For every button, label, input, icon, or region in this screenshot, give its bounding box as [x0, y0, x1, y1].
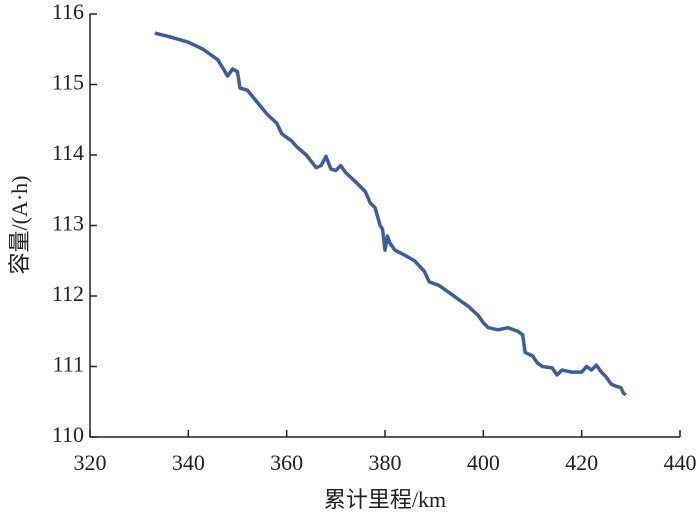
- y-tick-label: 112: [52, 281, 84, 306]
- x-tick-label: 320: [74, 450, 107, 475]
- x-tick-label: 400: [467, 450, 500, 475]
- y-tick-label: 115: [52, 70, 84, 95]
- y-tick-label: 111: [53, 352, 84, 377]
- x-tick-label: 360: [270, 450, 303, 475]
- y-tick-label: 114: [52, 140, 84, 165]
- y-tick-label: 116: [52, 0, 84, 24]
- x-axis-label: 累计里程/km: [324, 487, 446, 512]
- x-tick-label: 380: [369, 450, 402, 475]
- y-axis-label: 容量/(A·h): [7, 176, 32, 275]
- x-tick-label: 420: [565, 450, 598, 475]
- data-line: [154, 31, 627, 397]
- y-tick-label: 110: [52, 422, 84, 447]
- x-tick-label: 440: [664, 450, 697, 475]
- y-tick-label: 113: [52, 211, 84, 236]
- x-tick-label: 340: [172, 450, 205, 475]
